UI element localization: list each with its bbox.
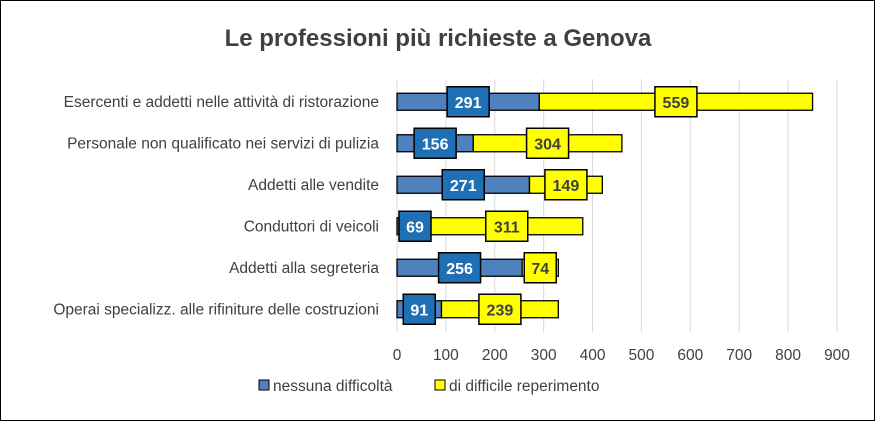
data-label: 69 bbox=[398, 210, 432, 242]
data-label: 74 bbox=[523, 252, 557, 284]
bars-group bbox=[396, 92, 814, 319]
legend-swatch bbox=[258, 379, 270, 391]
data-label: 156 bbox=[413, 127, 457, 159]
x-tick-label: 700 bbox=[726, 347, 752, 364]
legend-item: nessuna difficoltà bbox=[258, 378, 393, 395]
data-label: 91 bbox=[402, 293, 436, 325]
x-tick-label: 900 bbox=[824, 347, 850, 364]
svg-text:149: 149 bbox=[553, 178, 580, 195]
x-tick-label: 800 bbox=[775, 347, 801, 364]
data-label: 559 bbox=[654, 86, 698, 118]
category-label: Personale non qualificato nei servizi di… bbox=[67, 135, 379, 152]
gridlines bbox=[396, 79, 838, 332]
svg-text:69: 69 bbox=[406, 219, 424, 236]
svg-text:304: 304 bbox=[534, 136, 561, 153]
legend-label: nessuna difficoltà bbox=[273, 378, 393, 395]
data-labels: 291 559 156 304 271 149 69 311 256 74 91 239 bbox=[398, 86, 698, 325]
svg-text:311: 311 bbox=[494, 219, 520, 236]
category-label: Addetti alla segreteria bbox=[229, 260, 379, 277]
chart-title: Le professioni più richieste a Genova bbox=[225, 25, 652, 52]
x-tick-label: 100 bbox=[433, 347, 459, 364]
legend: nessuna difficoltà di difficile reperimen… bbox=[258, 378, 599, 395]
data-label: 271 bbox=[441, 169, 485, 201]
svg-text:256: 256 bbox=[446, 261, 473, 278]
svg-text:156: 156 bbox=[422, 136, 449, 153]
x-tick-label: 600 bbox=[677, 347, 703, 364]
data-label: 149 bbox=[544, 169, 588, 201]
x-tick-label: 400 bbox=[580, 347, 606, 364]
svg-text:74: 74 bbox=[531, 261, 549, 278]
data-label: 311 bbox=[485, 210, 529, 242]
svg-text:291: 291 bbox=[455, 95, 482, 112]
data-label: 256 bbox=[437, 252, 482, 284]
x-tick-label: 500 bbox=[629, 347, 655, 364]
svg-text:559: 559 bbox=[663, 95, 690, 112]
category-label: Addetti alle vendite bbox=[248, 177, 379, 194]
legend-item: di difficile reperimento bbox=[434, 378, 599, 395]
x-axis-ticks: 0 100 200 300 400 500 600 700 800 900 bbox=[393, 347, 851, 364]
svg-text:91: 91 bbox=[410, 302, 428, 319]
category-label: Conduttori di veicoli bbox=[244, 218, 379, 235]
data-label: 304 bbox=[525, 127, 570, 159]
x-tick-label: 200 bbox=[482, 347, 508, 364]
x-tick-label: 300 bbox=[531, 347, 557, 364]
legend-label: di difficile reperimento bbox=[449, 378, 599, 395]
svg-text:239: 239 bbox=[487, 302, 514, 319]
legend-swatch bbox=[434, 379, 446, 391]
svg-text:271: 271 bbox=[450, 178, 477, 195]
data-label: 291 bbox=[446, 86, 490, 118]
category-label: Operai specializz. alle rifiniture delle… bbox=[53, 301, 379, 318]
category-labels: Esercenti e addetti nelle attività di ri… bbox=[53, 94, 379, 319]
data-label: 239 bbox=[478, 293, 522, 325]
category-label: Esercenti e addetti nelle attività di ri… bbox=[64, 94, 379, 111]
x-tick-label: 0 bbox=[393, 347, 402, 364]
